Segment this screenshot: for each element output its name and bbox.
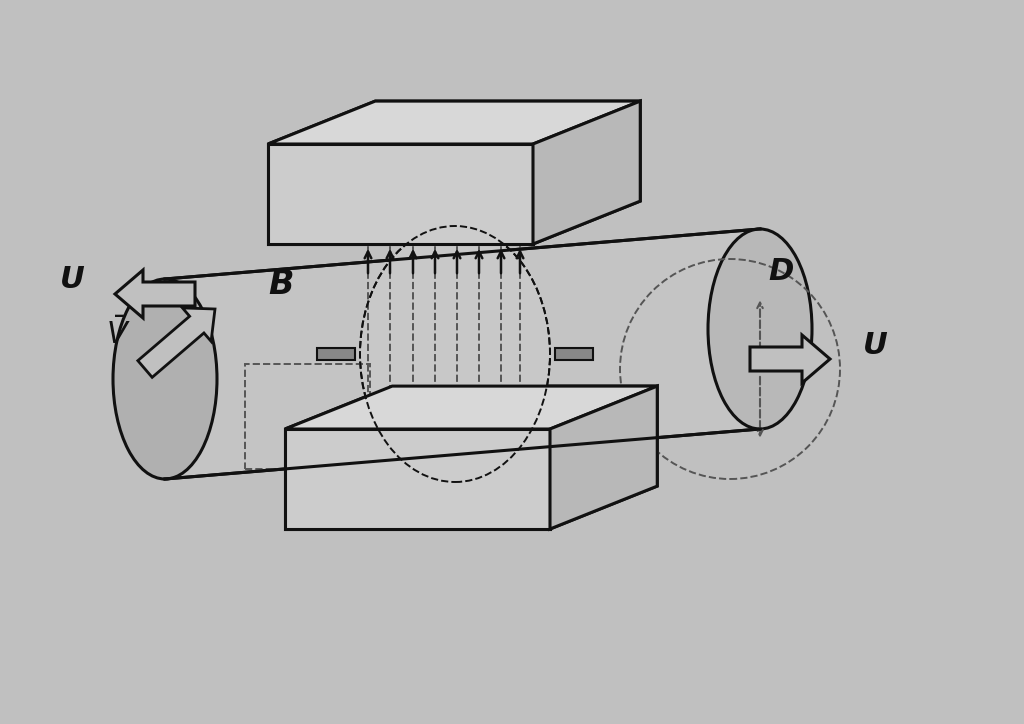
Text: B: B bbox=[268, 268, 294, 301]
Text: U: U bbox=[862, 332, 888, 361]
Polygon shape bbox=[534, 101, 640, 244]
Polygon shape bbox=[534, 101, 640, 244]
Polygon shape bbox=[550, 386, 657, 529]
Polygon shape bbox=[138, 308, 215, 377]
Polygon shape bbox=[285, 386, 657, 429]
Polygon shape bbox=[165, 229, 760, 479]
Polygon shape bbox=[268, 101, 640, 144]
Polygon shape bbox=[285, 386, 657, 429]
Polygon shape bbox=[317, 348, 355, 360]
Polygon shape bbox=[285, 429, 550, 529]
Text: D: D bbox=[768, 258, 794, 287]
Polygon shape bbox=[555, 348, 593, 360]
Polygon shape bbox=[268, 144, 534, 244]
Polygon shape bbox=[115, 270, 195, 318]
Ellipse shape bbox=[113, 279, 217, 479]
Ellipse shape bbox=[360, 226, 550, 482]
Text: U: U bbox=[59, 266, 84, 295]
Polygon shape bbox=[268, 101, 640, 144]
Ellipse shape bbox=[708, 229, 812, 429]
Polygon shape bbox=[285, 429, 550, 529]
Polygon shape bbox=[268, 144, 534, 244]
Text: $\bar{V}$: $\bar{V}$ bbox=[105, 318, 130, 350]
Polygon shape bbox=[750, 335, 830, 383]
Polygon shape bbox=[550, 386, 657, 529]
